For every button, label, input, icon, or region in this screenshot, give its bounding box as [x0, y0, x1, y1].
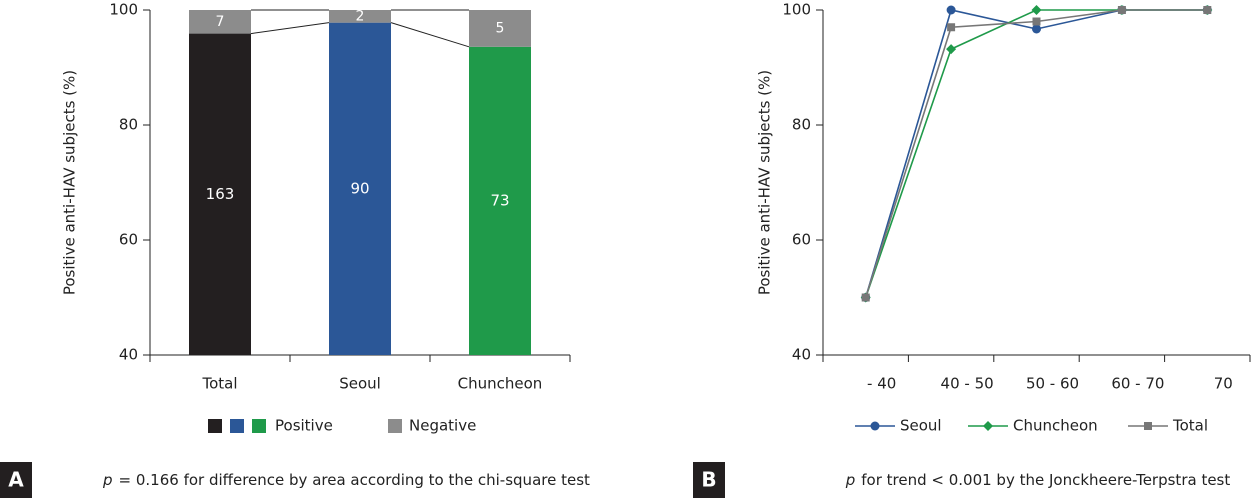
marker [1031, 5, 1042, 15]
footnote-text: = 0.166 for difference by area according… [119, 471, 590, 489]
x-tick-label: Total [201, 375, 237, 393]
legend-swatch [252, 419, 266, 433]
y-tick-label: 100 [782, 1, 811, 19]
panel-label: A [8, 468, 24, 492]
bar-label: 163 [206, 185, 235, 203]
bar-label: 2 [356, 8, 365, 24]
x-tick-label: 40 - 50 [941, 375, 994, 393]
legend-label: Positive [275, 417, 333, 435]
panel-box [693, 462, 725, 498]
x-tick-label: 50 - 60 [1026, 375, 1079, 393]
legend-label: Negative [409, 417, 476, 435]
y-tick-label: 40 [792, 346, 811, 364]
footnote-symbol: p [102, 471, 113, 489]
legend-swatch [208, 419, 222, 433]
bar [189, 33, 251, 355]
legend-swatch [230, 419, 244, 433]
marker [1203, 6, 1212, 14]
y-tick-label: 60 [119, 231, 138, 249]
x-tick-label: 70 [1214, 375, 1233, 393]
x-tick-label: Seoul [339, 375, 381, 393]
footnote: p for trend < 0.001 by the Jonckheere-Ter… [845, 471, 1231, 489]
legend-label: Chuncheon [1013, 417, 1098, 435]
panel-box [0, 462, 32, 498]
bar [189, 10, 251, 34]
marker [1032, 24, 1041, 34]
y-tick-label: 100 [109, 1, 138, 19]
bar [469, 46, 531, 356]
y-axis-label: Positive anti-HAV subjects (%) [756, 70, 774, 295]
marker [1117, 6, 1126, 14]
y-tick-label: 60 [792, 231, 811, 249]
series-line [864, 9, 1208, 298]
footnote-text: for trend < 0.001 by the Jonckheere-Terp… [861, 471, 1230, 489]
bar [329, 22, 391, 356]
bar-label: 7 [216, 14, 225, 30]
marker [946, 44, 957, 55]
footnote-symbol: p [845, 471, 856, 489]
y-tick-label: 40 [119, 346, 138, 364]
y-axis-label: Positive anti-HAV subjects (%) [61, 70, 79, 295]
legend-label: Seoul [900, 417, 942, 435]
connector [390, 22, 470, 48]
bar-label: 5 [496, 20, 505, 36]
x-tick-label: - 40 [867, 375, 896, 393]
legend-swatch [388, 419, 402, 433]
legend-label: Total [1172, 417, 1208, 435]
y-tick-label: 80 [119, 116, 138, 134]
series-line [864, 9, 1208, 298]
x-tick-label: 60 - 70 [1111, 375, 1164, 393]
connector [250, 22, 330, 35]
panel-label: B [701, 468, 716, 492]
series-line [864, 9, 1208, 298]
bar-label: 73 [490, 191, 509, 209]
bar [469, 10, 531, 47]
marker [1032, 17, 1041, 26]
marker [1144, 422, 1152, 430]
marker [983, 421, 993, 431]
marker [946, 5, 956, 15]
footnote: p = 0.166 for difference by area accordin… [102, 471, 590, 489]
bar-label: 90 [350, 179, 369, 197]
marker [947, 23, 956, 32]
y-tick-label: 80 [792, 116, 811, 134]
marker [870, 421, 880, 431]
bar [329, 10, 391, 23]
x-tick-label: Chuncheon [458, 375, 543, 393]
marker [861, 293, 870, 302]
